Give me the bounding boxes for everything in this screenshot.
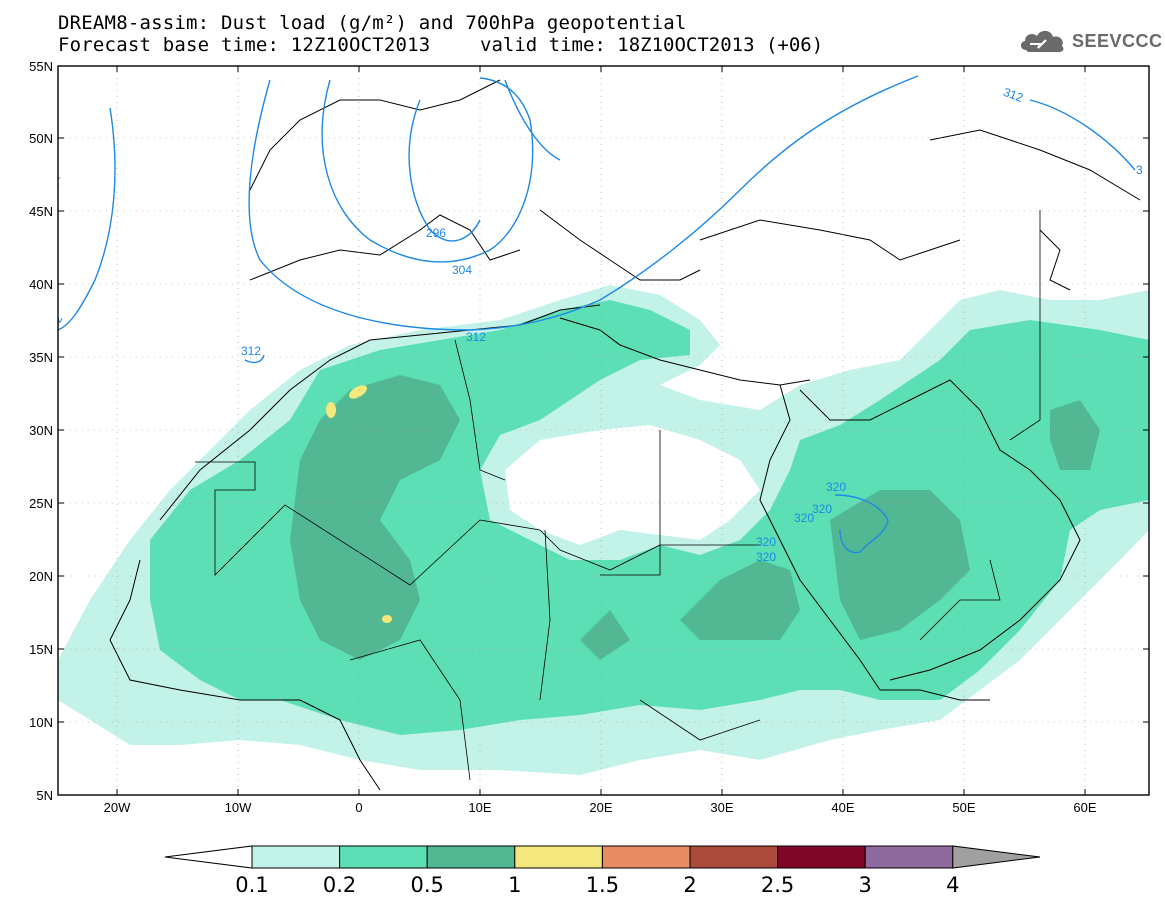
colorbar-bin [514, 845, 603, 869]
lon-tick-label: 10W [225, 800, 252, 815]
colorbar-label: 1.5 [586, 873, 619, 897]
contour-label: 296 [426, 226, 446, 240]
colorbar-bin [426, 845, 516, 869]
dust-region-dark-5 [580, 610, 630, 660]
lon-tick-label: 20E [589, 800, 612, 815]
contour-label-group: 312 304 296 304 312 312 312 3 320 320 32… [43, 85, 1143, 564]
colorbar: 0.1 0.2 0.5 1 1.5 2 2.5 3 4 [164, 845, 1041, 897]
lat-tick-label: 50N [29, 131, 53, 146]
colorbar-label: 1 [508, 873, 521, 897]
lon-tick-label: 30E [710, 800, 733, 815]
lon-tick-label: 0 [355, 800, 362, 815]
lon-tick-label: 20W [104, 800, 131, 815]
contour-label: 320 [826, 480, 846, 494]
lat-tick-label: 40N [29, 277, 53, 292]
map-title: DREAM8-assim: Dust load (g/m²) and 700hP… [58, 12, 687, 34]
colorbar-label: 2.5 [761, 873, 794, 897]
lon-tick-label: 40E [831, 800, 854, 815]
lon-tick-label: 50E [952, 800, 975, 815]
lat-tick-label: 20N [29, 569, 53, 584]
colorbar-bin [251, 845, 341, 869]
forecast-base-time: Forecast base time: 12Z10OCT2013 [58, 34, 431, 56]
lat-tick-label: 30N [29, 423, 53, 438]
cloud-logo-icon [1020, 30, 1064, 52]
contour-label: 320 [756, 535, 776, 549]
colorbar-bin [689, 845, 779, 869]
colorbar-label: 4 [946, 873, 959, 897]
dust-region-dark-2 [680, 560, 800, 640]
contour-label: 3 [1136, 163, 1143, 177]
lat-tick-label: 45N [29, 204, 53, 219]
colorbar-bin [339, 845, 428, 869]
colorbar-label: 0.5 [410, 873, 443, 897]
valid-time: valid time: 18Z10OCT2013 (+06) [480, 34, 824, 56]
dust-region-dark-4 [1050, 400, 1100, 470]
colorbar-bin [777, 845, 866, 869]
dust-region-dark-3 [830, 490, 970, 640]
geopotential-contours [58, 75, 1136, 554]
dust-gap [505, 425, 760, 545]
contour-label: 320 [794, 511, 814, 525]
dust-spot-high-1 [348, 385, 368, 399]
contour-label: 320 [812, 502, 832, 516]
dust-spot-high-3 [382, 615, 392, 623]
lat-tick-label: 15N [29, 642, 53, 657]
colorbar-label: 0.2 [323, 873, 356, 897]
contour-label: 312 [1001, 85, 1025, 105]
coastlines [109, 79, 1141, 791]
lat-tick-label: 25N [29, 496, 53, 511]
lon-tick-marks [116, 66, 1086, 795]
lat-tick-label: 35N [29, 350, 53, 365]
contour-label: 320 [756, 550, 776, 564]
colorbar-left-arrow [164, 845, 253, 869]
colorbar-label: 0.1 [235, 873, 268, 897]
colorbar-right-arrow [952, 845, 1041, 869]
colorbar-label: 2 [683, 873, 696, 897]
dust-region-dark [290, 375, 460, 660]
contour-label: 304 [452, 263, 472, 277]
lat-tick-label: 55N [29, 59, 53, 74]
lat-tick-marks [58, 65, 1149, 723]
lon-tick-label: 60E [1073, 800, 1096, 815]
colorbar-bin [864, 845, 954, 869]
contour-label: 312 [43, 312, 65, 337]
lon-tick-label: 10E [468, 800, 491, 815]
lat-tick-label: 10N [29, 715, 53, 730]
lat-tick-label: 5N [36, 788, 53, 803]
borders [195, 210, 1041, 781]
contour-label: 312 [241, 344, 261, 358]
lon-tick-labels: 20W 10W 0 10E 20E 30E 40E 50E 60E [104, 800, 1097, 815]
seevccc-logo: SEEVCCC [1018, 26, 1163, 56]
lat-tick-labels: 55N 50N 45N 40N 35N 30N 25N 20N 15N 10N … [29, 59, 53, 803]
colorbar-label: 3 [859, 873, 872, 897]
logo-text: SEEVCCC [1072, 30, 1163, 51]
dust-spot-high-2 [326, 402, 336, 418]
contour-label: 312 [466, 330, 486, 344]
contour-label: 304 [46, 174, 63, 196]
colorbar-bin [601, 845, 691, 869]
